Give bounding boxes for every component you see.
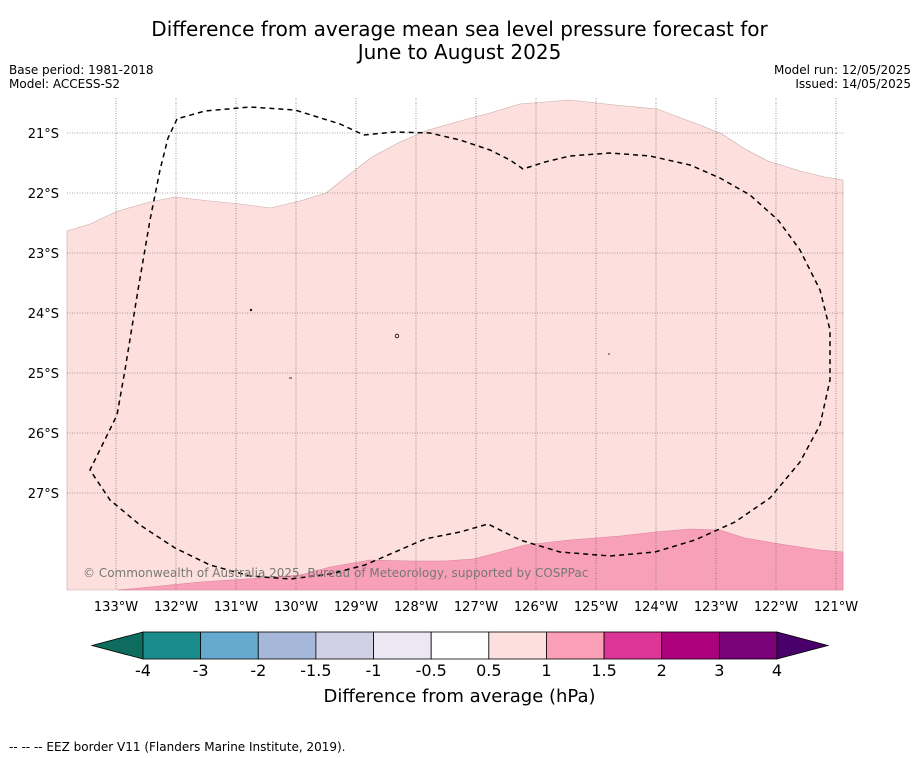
colorbar-segment (257, 631, 317, 660)
lon-label: 122°W (754, 600, 798, 615)
meta-right: Model run: 12/05/2025 Issued: 14/05/2025 (774, 63, 911, 91)
colorbar-segments (142, 631, 778, 660)
colorbar-tick: 1 (541, 661, 552, 680)
lat-label: 25°S (28, 367, 59, 382)
lat-label: 27°S (28, 487, 59, 502)
map-title: Difference from average mean sea level p… (0, 18, 919, 64)
gridlines (67, 98, 843, 590)
colorbar-tick: -1.5 (300, 661, 332, 680)
colorbar-segment (603, 631, 663, 660)
lon-labels: 133°W 132°W 131°W 130°W 129°W 128°W 127°… (94, 600, 858, 615)
lon-label: 129°W (334, 600, 378, 615)
colorbar-label: Difference from average (hPa) (323, 686, 596, 707)
colorbar-segment (661, 631, 720, 660)
model-run: Model run: 12/05/2025 (773, 63, 911, 77)
colorbar-high-extend (776, 631, 830, 660)
colorbar-segment (373, 631, 432, 660)
lon-label: 125°W (574, 600, 618, 615)
lon-label: 126°W (514, 600, 558, 615)
copyright-text: © Commonwealth of Australia 2025, Bureau… (83, 566, 588, 580)
colorbar-low-extend (90, 631, 144, 660)
base-period: Base period: 1981-2018 (9, 63, 154, 77)
lat-label: 24°S (28, 307, 59, 322)
lon-label: 132°W (154, 600, 198, 615)
colorbar-tick: 4 (771, 661, 783, 680)
colorbar-segment (430, 631, 490, 660)
colorbar-segment (315, 631, 374, 660)
colorbar-tick: -4 (135, 661, 151, 680)
eez-legend-footer: -- -- -- EEZ border V11 (Flanders Marine… (9, 740, 346, 754)
eez-border (89, 106, 831, 580)
lon-label: 131°W (214, 600, 258, 615)
colorbar-tick: 3 (714, 661, 725, 680)
lon-label: 128°W (394, 600, 438, 615)
colorbar-tick: -0.5 (415, 661, 447, 680)
colorbar-tick: 1.5 (591, 661, 617, 680)
colorbar-tick: 0.5 (476, 661, 502, 680)
colorbar-tick: -3 (192, 661, 209, 680)
issued-date: Issued: 14/05/2025 (795, 77, 911, 91)
colorbar-segment (200, 631, 259, 660)
colorbar-tick: 2 (656, 661, 667, 680)
colorbar-segment (488, 631, 547, 660)
lon-label: 130°W (274, 600, 318, 615)
colorbar-tick: -1 (365, 661, 382, 680)
lon-label: 124°W (634, 600, 678, 615)
lat-label: 21°S (28, 127, 59, 142)
lat-label: 22°S (28, 187, 59, 202)
map-canvas: © Commonwealth of Australia 2025, Bureau… (28, 98, 858, 615)
pressure-fill-0.5-1 (66, 99, 844, 591)
title-line-1: Difference from average mean sea level p… (151, 17, 768, 41)
island-marks (249, 308, 610, 379)
colorbar-segment (718, 631, 778, 660)
lat-label: 26°S (28, 427, 59, 442)
lon-label: 127°W (454, 600, 498, 615)
colorbar (90, 631, 830, 660)
model-name: Model: ACCESS-S2 (9, 77, 121, 91)
title-line-2: June to August 2025 (357, 40, 562, 64)
lon-label: 123°W (694, 600, 738, 615)
colorbar-tick: -2 (250, 661, 267, 680)
colorbar-segment (546, 631, 605, 660)
lat-labels: 21°S 22°S 23°S 24°S 25°S 26°S 27°S (28, 127, 59, 502)
pressure-fill-1-1.5 (117, 528, 844, 591)
colorbar-segment (142, 631, 202, 660)
lon-label: 121°W (814, 600, 858, 615)
lat-label: 23°S (28, 247, 59, 262)
lon-label: 133°W (94, 600, 138, 615)
meta-left: Base period: 1981-2018 Model: ACCESS-S2 (9, 63, 154, 91)
